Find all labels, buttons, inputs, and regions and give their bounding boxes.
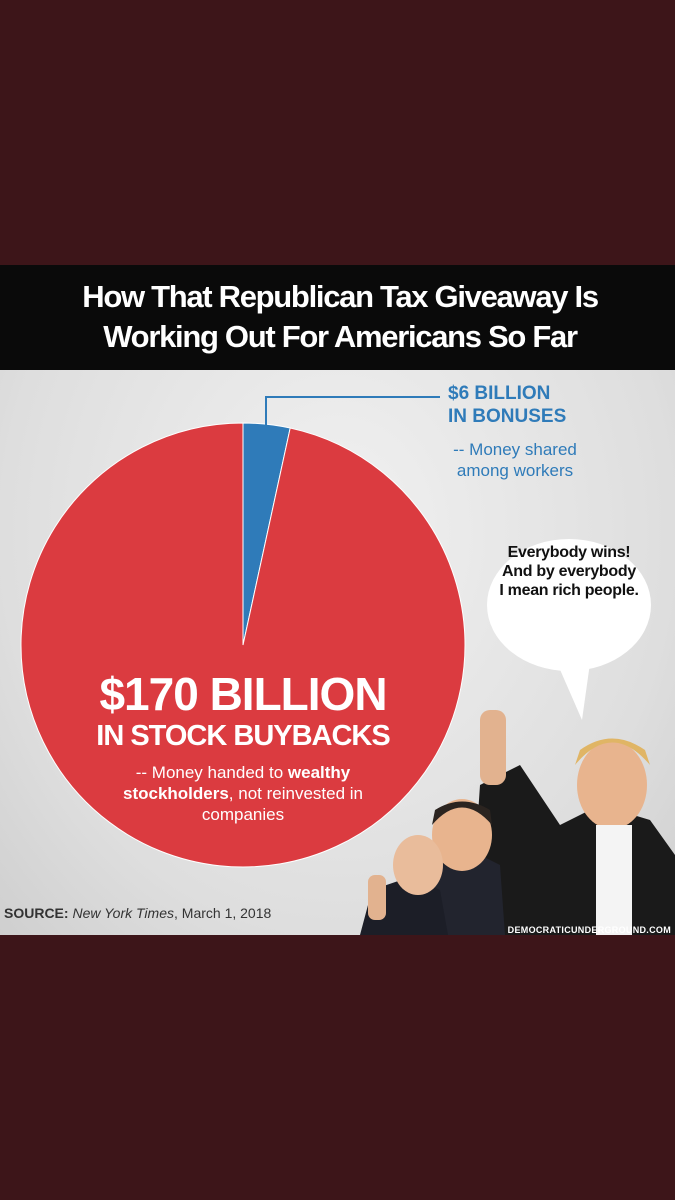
chart — [20, 396, 675, 935]
source: SOURCE: New York Times, March 1, 2018 — [4, 905, 271, 921]
annotation: -- Money shared among workers — [453, 440, 577, 480]
value-label: $170 BILLION — [99, 668, 387, 720]
annotation-emphasis: wealthy stockholders — [122, 763, 351, 803]
annotation-text: , not reinvested in companies — [201, 784, 363, 824]
chart-title: How That Republican Tax Giveaway Is Work… — [82, 279, 599, 354]
leader-line — [265, 396, 440, 425]
category-label: IN STOCK BUYBACKS — [96, 720, 390, 752]
source-prefix: SOURCE: — [4, 905, 69, 921]
annotation-text: -- Money handed to — [135, 763, 288, 782]
photo-figures — [360, 710, 675, 935]
speech-bubble — [487, 539, 651, 671]
source-date: , March 1, 2018 — [174, 905, 272, 921]
source-publication: New York Times — [72, 905, 174, 921]
title-bar: How That Republican Tax Giveaway Is Work… — [0, 265, 675, 370]
bubble-tail — [558, 663, 590, 720]
speech-text: Everybody wins! And by everybody I mean … — [499, 544, 639, 599]
value-label: $6 BILLION — [448, 383, 551, 404]
pie-slice — [20, 422, 466, 868]
annotation: -- Money handed to wealthy stockholders,… — [88, 762, 398, 825]
watermark: DEMOCRATICUNDERGROUND.COM — [507, 925, 671, 935]
category-label: IN BONUSES — [448, 406, 567, 427]
infographic: How That Republican Tax Giveaway Is Work… — [0, 265, 675, 935]
